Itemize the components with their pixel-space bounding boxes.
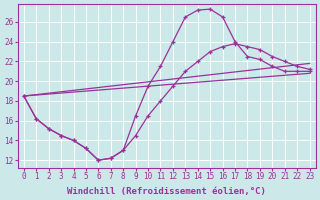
X-axis label: Windchill (Refroidissement éolien,°C): Windchill (Refroidissement éolien,°C) — [67, 187, 266, 196]
